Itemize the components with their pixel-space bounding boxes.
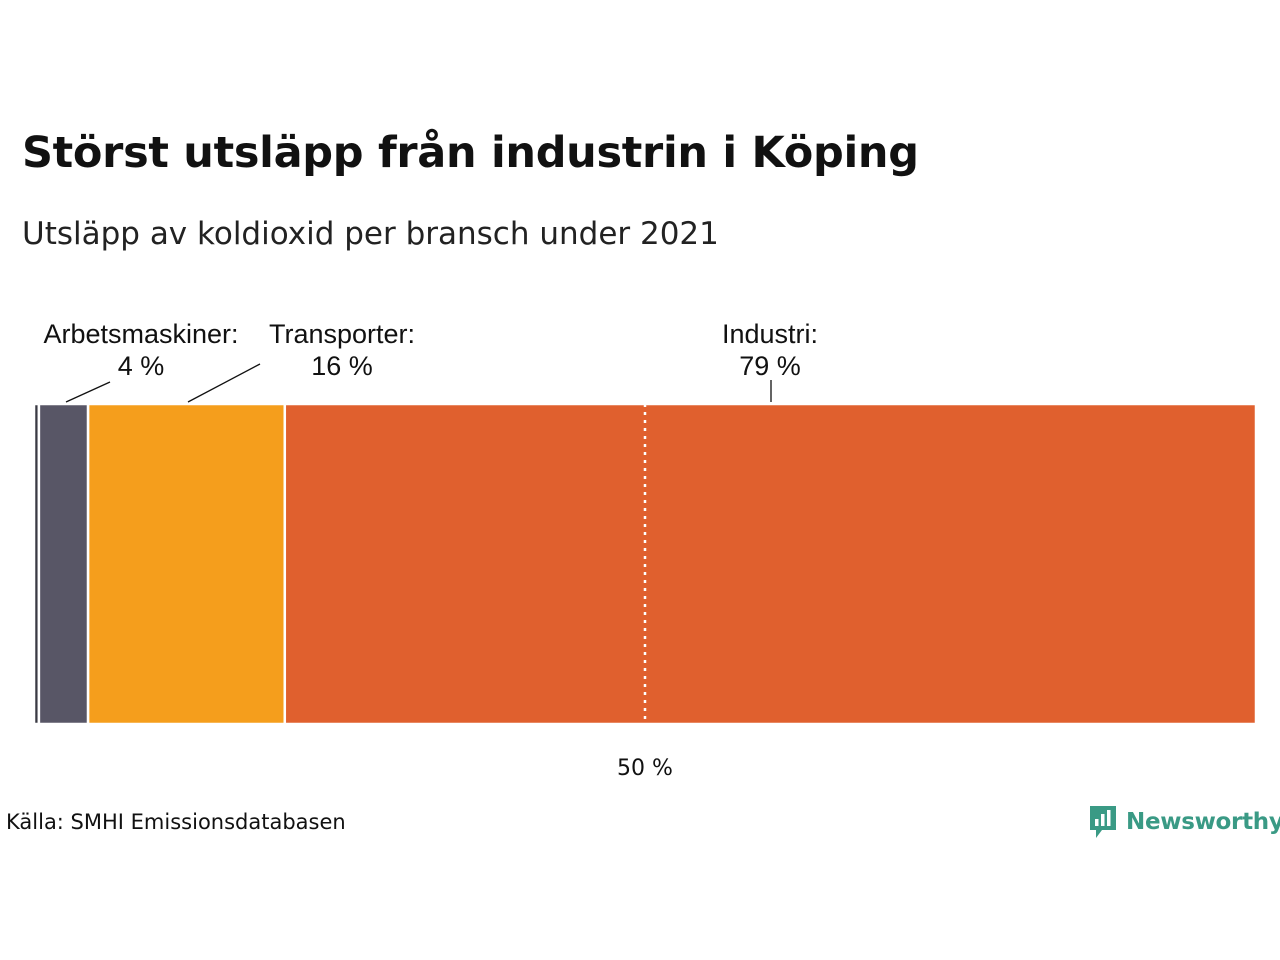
reference-line-group: 50 % [617,404,673,781]
newsworthy-logo-icon [1090,806,1116,838]
newsworthy-logo: Newsworthy [1088,803,1280,841]
chart-title: Störst utsläpp från industrin i Köping [22,128,919,178]
label-industri: Industri: [722,319,818,349]
bar-segments [32,402,1258,726]
leader-line-transporter [187,363,261,403]
stacked-bar-chart: Arbetsmaskiner:4 % Transporter:16 % Indust… [32,319,1258,781]
segment-labels: Arbetsmaskiner:4 % Transporter:16 % Indust… [43,319,818,403]
value-label-industri: 79 % [739,351,801,381]
chart-subtitle: Utsläpp av koldioxid per bransch under 2… [22,216,719,252]
value-label-arbetsmaskiner: 4 % [118,351,165,381]
bar-segment-transporter [86,402,287,726]
leader-line-arbetsmaskiner [65,381,111,403]
brand-name: Newsworthy [1126,809,1280,835]
bar-segment-industri [283,402,1258,726]
reference-line-label: 50 % [617,756,673,781]
value-label-transporter: 16 % [311,351,373,381]
source-note: Källa: SMHI Emissionsdatabasen [6,810,346,834]
label-arbetsmaskiner: Arbetsmaskiner: [43,319,238,349]
label-transporter: Transporter: [269,319,415,349]
bar-segment-arbetsmaskiner [37,402,90,726]
